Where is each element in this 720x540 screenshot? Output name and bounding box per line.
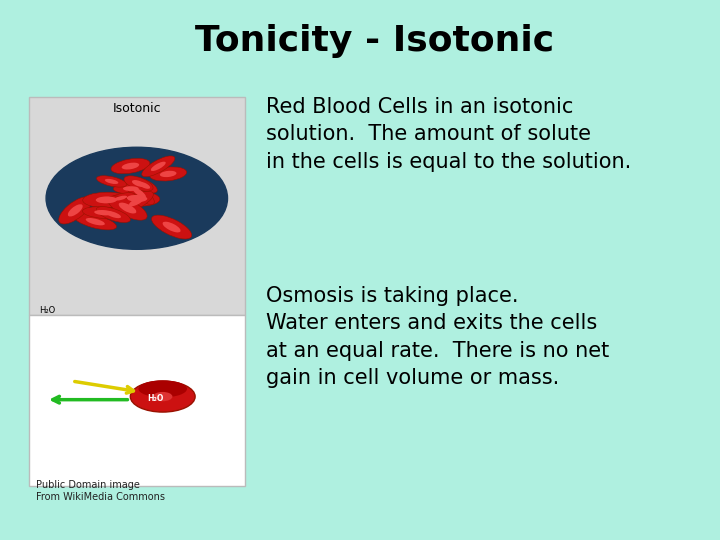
Ellipse shape <box>123 186 139 191</box>
Ellipse shape <box>150 161 166 171</box>
Ellipse shape <box>96 207 130 222</box>
Ellipse shape <box>132 187 146 198</box>
FancyBboxPatch shape <box>29 315 245 486</box>
Ellipse shape <box>131 178 157 193</box>
Ellipse shape <box>59 197 92 224</box>
Ellipse shape <box>127 195 148 202</box>
Ellipse shape <box>129 197 144 206</box>
Ellipse shape <box>74 213 117 230</box>
Ellipse shape <box>142 156 175 177</box>
Ellipse shape <box>96 197 117 204</box>
Ellipse shape <box>163 222 181 232</box>
Ellipse shape <box>124 180 154 205</box>
Text: H₂O: H₂O <box>147 394 163 403</box>
Ellipse shape <box>151 215 192 239</box>
Text: H₂O: H₂O <box>40 306 56 315</box>
Ellipse shape <box>130 381 195 412</box>
Text: Red Blood Cells in an isotonic
solution.  The amount of solute
in the cells is e: Red Blood Cells in an isotonic solution.… <box>266 97 631 172</box>
Ellipse shape <box>120 191 153 212</box>
Ellipse shape <box>138 182 150 189</box>
Ellipse shape <box>86 218 105 225</box>
Ellipse shape <box>111 158 150 174</box>
Text: Public Domain image
From WikiMedia Commons: Public Domain image From WikiMedia Commo… <box>36 480 165 502</box>
Ellipse shape <box>94 210 114 215</box>
Ellipse shape <box>119 202 136 213</box>
Ellipse shape <box>114 195 127 200</box>
Text: Osmosis is taking place.
Water enters and exits the cells
at an equal rate.  The: Osmosis is taking place. Water enters an… <box>266 286 610 388</box>
Text: Isotonic: Isotonic <box>112 102 161 114</box>
Ellipse shape <box>83 192 130 207</box>
Ellipse shape <box>105 179 118 184</box>
Ellipse shape <box>113 183 148 194</box>
Ellipse shape <box>124 176 153 191</box>
Ellipse shape <box>132 180 145 187</box>
Ellipse shape <box>153 392 173 401</box>
FancyBboxPatch shape <box>29 97 245 315</box>
Ellipse shape <box>150 167 186 181</box>
Ellipse shape <box>68 204 83 217</box>
Ellipse shape <box>114 191 160 206</box>
Ellipse shape <box>138 380 187 397</box>
Ellipse shape <box>108 196 147 220</box>
Ellipse shape <box>83 207 125 219</box>
Ellipse shape <box>106 193 135 204</box>
Ellipse shape <box>122 163 139 170</box>
Ellipse shape <box>46 147 228 249</box>
Ellipse shape <box>160 171 176 177</box>
Text: Tonicity - Isotonic: Tonicity - Isotonic <box>195 24 554 58</box>
Ellipse shape <box>96 176 127 187</box>
Ellipse shape <box>106 211 121 218</box>
